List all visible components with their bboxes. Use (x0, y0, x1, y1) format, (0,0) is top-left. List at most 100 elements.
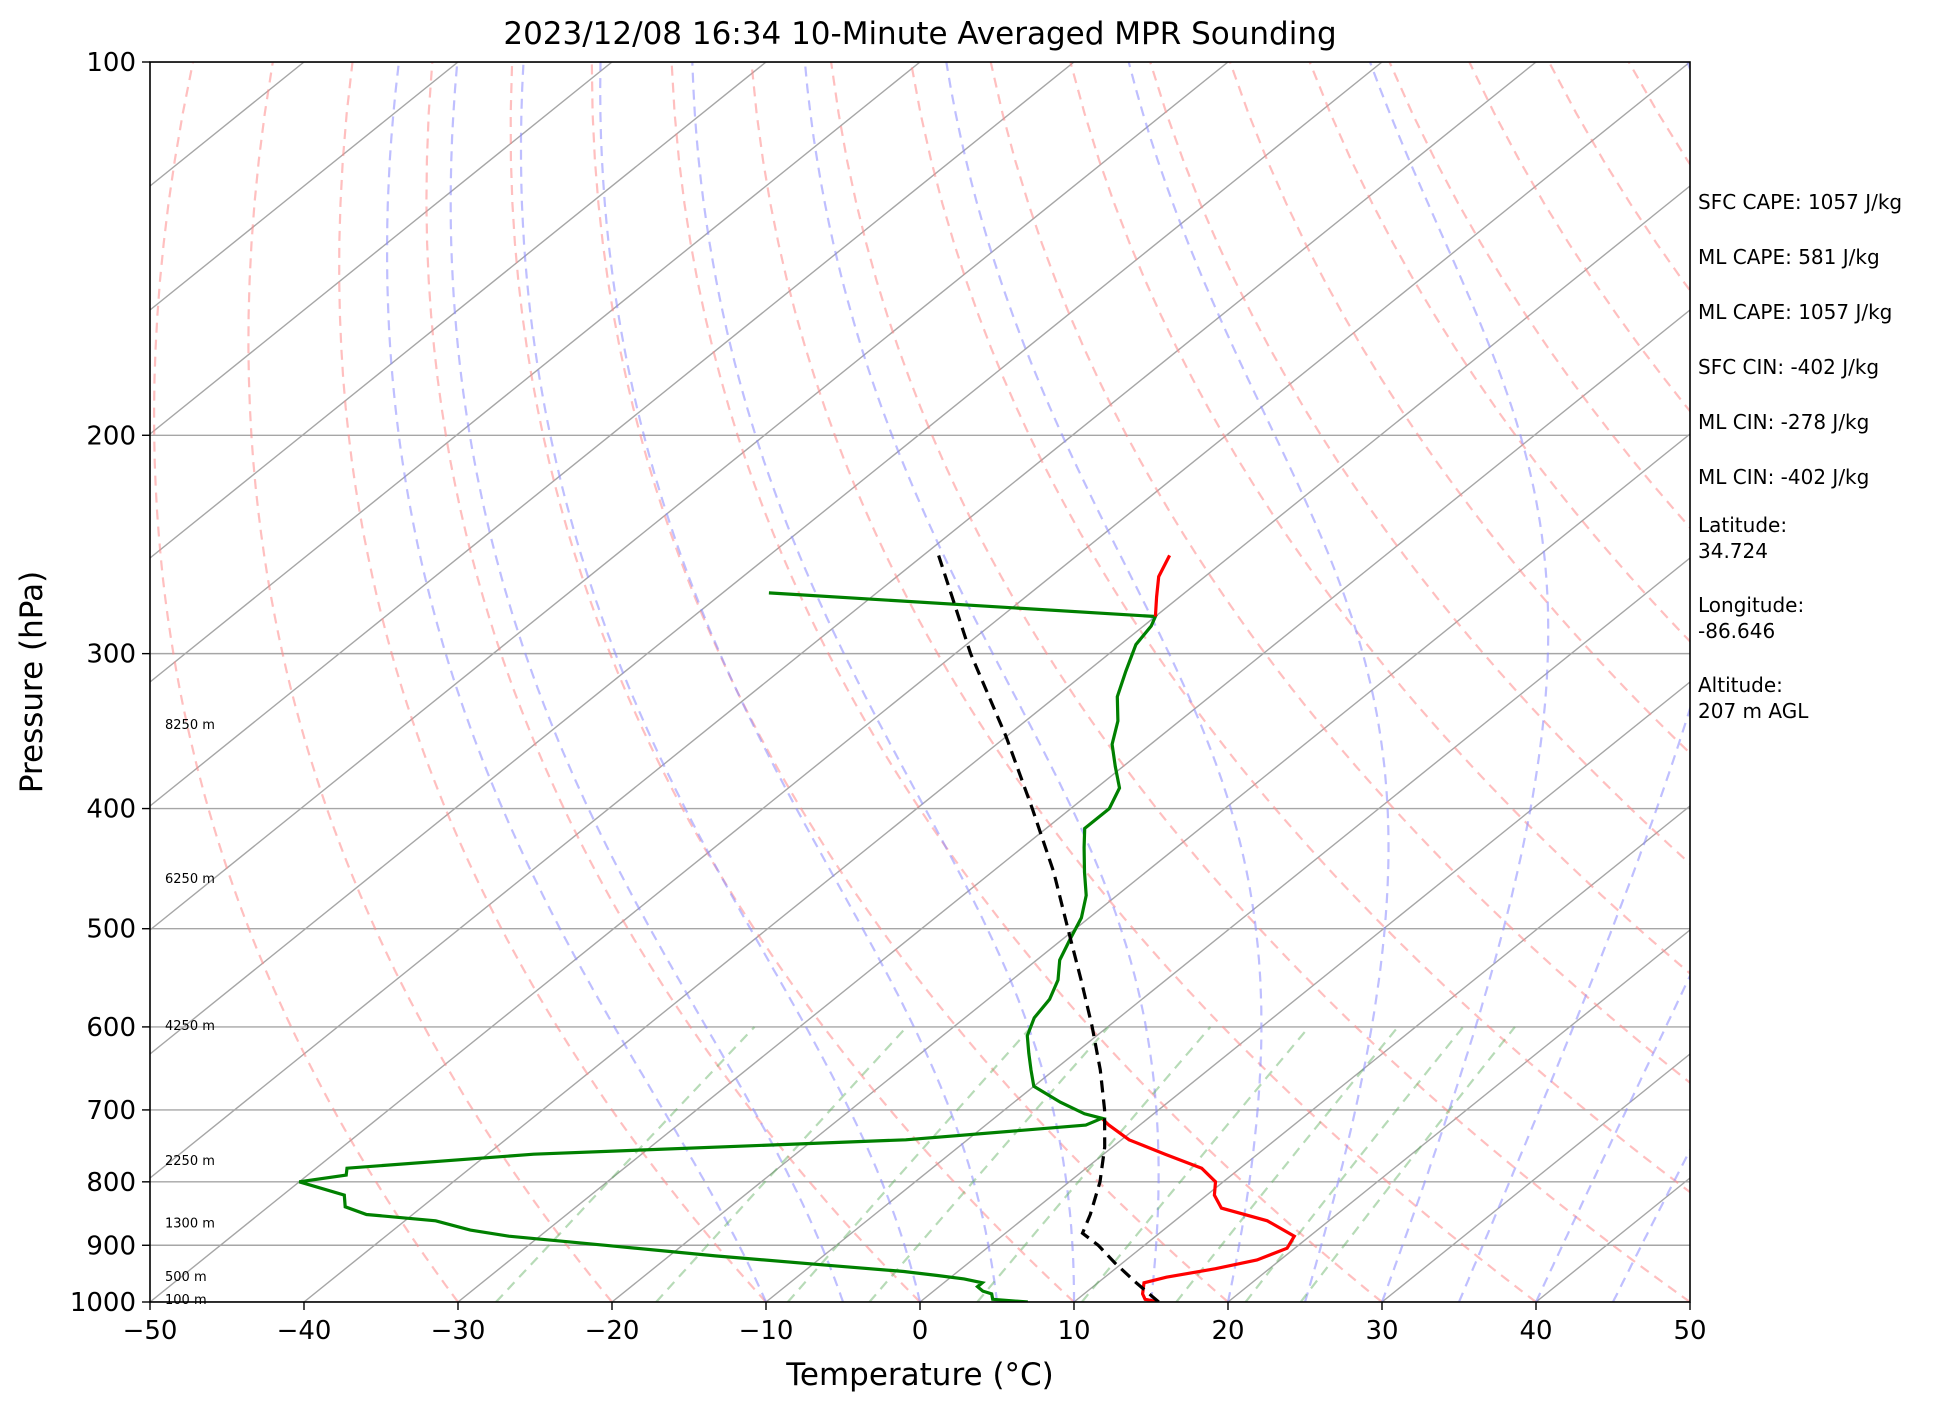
dewpoint-line (298, 591, 1158, 1302)
moist-adiabat-line (1127, 62, 1390, 1302)
y-tick-label: 700 (86, 1096, 136, 1126)
moist-adiabat-line (1457, 62, 1690, 1302)
y-axis: 1000 900 800 700 600 500 400 300 200 100 (70, 48, 150, 1318)
isotherm-line (765, 557, 1690, 1302)
x-tick-label: −30 (431, 1316, 486, 1346)
dry-adiabat-line (338, 62, 767, 1302)
sfc-cin: SFC CIN: -402 J/kg (1698, 355, 1879, 379)
moist-adiabat-line (599, 62, 999, 1302)
isotherm-line (611, 433, 1690, 1302)
sfc-cape: SFC CAPE: 1057 J/kg (1698, 190, 1902, 214)
dry-adiabat-line (590, 62, 1229, 1302)
dry-adiabat-line (750, 62, 1537, 1302)
y-axis-label: Pressure (hPa) (14, 571, 50, 793)
y-tick-label: 900 (86, 1231, 136, 1261)
x-tick-label: −20 (585, 1316, 640, 1346)
x-tick-label: 40 (1519, 1316, 1552, 1346)
x-tick-label: −50 (123, 1316, 178, 1346)
dry-adiabat-line (909, 62, 1690, 1194)
mixing-ratio-line (786, 1026, 1033, 1302)
dry-adiabat-line (152, 62, 459, 1302)
y-tick-label: 500 (86, 915, 136, 945)
height-label: 100 m (165, 1293, 207, 1308)
height-label: 2250 m (165, 1154, 215, 1169)
x-tick-label: −40 (277, 1316, 332, 1346)
isotherm-line (303, 185, 1690, 1302)
dry-adiabat-line (670, 62, 1383, 1302)
moist-adiabat-line (945, 62, 1263, 1302)
isotherm-line (150, 62, 459, 311)
x-tick-label: 20 (1211, 1316, 1244, 1346)
height-label: 4250 m (165, 1019, 215, 1034)
isotherm-line (150, 62, 1537, 1179)
isotherm-line (1227, 929, 1690, 1302)
y-tick-label: 300 (86, 640, 136, 670)
height-label: 6250 m (165, 872, 215, 887)
mixing-ratio-line (495, 1026, 756, 1302)
mixing-ratio-line (1244, 1026, 1464, 1302)
temperature-line (1100, 1117, 1297, 1302)
isotherm-line (150, 62, 1383, 1055)
dry-adiabat-line (247, 62, 613, 1302)
moist-adiabat-line (449, 62, 845, 1302)
height-label: 500 m (165, 1270, 207, 1285)
moist-adiabat-line (691, 62, 1076, 1302)
reference-lines (150, 62, 1690, 1302)
moist-adiabat-line (519, 62, 922, 1302)
dry-adiabat-line (425, 62, 921, 1302)
longitude-value: -86.646 (1698, 619, 1775, 643)
x-tick-label: 30 (1365, 1316, 1398, 1346)
altitude-value: 207 m AGL (1698, 699, 1809, 723)
stats-panel: SFC CAPE: 1057 J/kg ML CAPE: 581 J/kg ML… (1698, 190, 1902, 723)
isotherm-line (150, 62, 1690, 1302)
parcel-line (937, 554, 1160, 1302)
isotherm-line (150, 62, 767, 559)
isotherm-line (919, 681, 1690, 1302)
chart-title: 2023/12/08 16:34 10-Minute Averaged MPR … (503, 16, 1336, 52)
ml-cape-2: ML CAPE: 1057 J/kg (1698, 300, 1892, 324)
isotherm-line (1073, 805, 1690, 1302)
isotherm-line (150, 62, 1075, 807)
x-tick-label: −10 (739, 1316, 794, 1346)
y-tick-label: 800 (86, 1168, 136, 1198)
height-label: 1300 m (165, 1217, 215, 1232)
moist-adiabat-line (803, 62, 1160, 1302)
mixing-ratio-line (1175, 1026, 1399, 1302)
isotherm-line (150, 62, 613, 435)
dry-adiabat-line (1069, 62, 1690, 975)
latitude-value: 34.724 (1698, 539, 1768, 563)
y-tick-label: 400 (86, 795, 136, 825)
isotherm-line (1381, 1053, 1690, 1302)
moist-adiabat-line (386, 62, 768, 1302)
mixing-ratio-line (655, 1026, 908, 1302)
x-axis-label: Temperature (°C) (785, 1357, 1054, 1393)
y-tick-label: 100 (86, 48, 136, 78)
ml-cin: ML CIN: -278 J/kg (1698, 410, 1869, 434)
dry-adiabat-line (830, 62, 1690, 1302)
mixing-ratio-line (868, 1026, 1110, 1302)
latitude-label: Latitude: (1698, 513, 1787, 537)
y-tick-label: 200 (86, 421, 136, 451)
mixing-ratio-line (1299, 1026, 1516, 1302)
mixing-ratio-line (1081, 1026, 1310, 1302)
ml-cin-2: ML CIN: -402 J/kg (1698, 465, 1869, 489)
height-label: 8250 m (165, 718, 215, 733)
longitude-label: Longitude: (1698, 593, 1804, 617)
data-series (298, 554, 1297, 1302)
y-tick-label: 600 (86, 1013, 136, 1043)
dry-adiabat-line (509, 62, 1075, 1302)
temperature-upper-line (1153, 554, 1172, 617)
mixing-ratio-line (976, 1026, 1212, 1302)
isotherm-line (457, 309, 1690, 1302)
x-tick-label: 50 (1673, 1316, 1706, 1346)
moist-adiabat-line (1368, 62, 1550, 1302)
x-axis: −50 −40 −30 −20 −10 0 10 20 30 40 50 (123, 1302, 1707, 1346)
y-tick-label: 1000 (70, 1288, 136, 1318)
dry-adiabat-line (1149, 62, 1690, 866)
ml-cape: ML CAPE: 581 J/kg (1698, 245, 1880, 269)
isotherm-line (150, 62, 921, 683)
altitude-label: Altitude: (1698, 673, 1783, 697)
height-labels: 100 m 500 m 1300 m 2250 m 4250 m 6250 m 8250 m (165, 718, 215, 1308)
x-tick-label: 0 (912, 1316, 929, 1346)
isotherm-line (150, 62, 1229, 931)
